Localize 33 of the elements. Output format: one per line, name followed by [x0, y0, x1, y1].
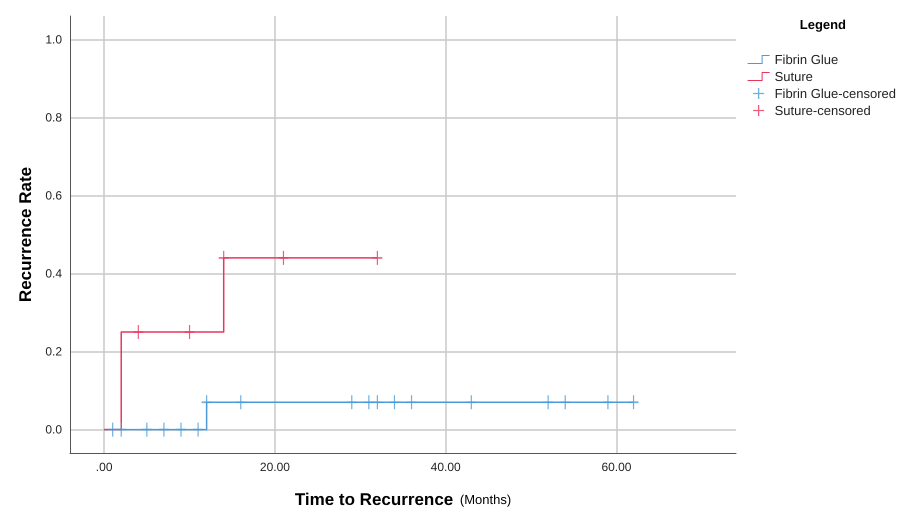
point — [372, 250, 382, 265]
legend-label: Suture — [774, 69, 813, 84]
point — [193, 422, 204, 437]
point — [236, 395, 246, 410]
point — [346, 395, 357, 410]
point — [142, 422, 152, 437]
x-tick-label: 60.00 — [601, 460, 632, 474]
x-tick-label: 20.00 — [260, 460, 290, 474]
y-axis-title: Recurrence Rate — [16, 166, 35, 302]
legend-label: Suture-censored — [774, 103, 871, 118]
point — [133, 325, 144, 340]
point — [364, 395, 374, 410]
x-tick-label: .00 — [96, 460, 113, 474]
point — [543, 395, 554, 410]
y-tick-label: 1.0 — [45, 32, 62, 46]
point — [184, 325, 195, 340]
y-tick-label: 0.0 — [45, 422, 62, 437]
point — [108, 422, 118, 437]
legend-title: Legend — [800, 17, 846, 32]
y-tick-label: 0.2 — [45, 344, 62, 359]
legend-label: Fibrin Glue-censored — [774, 86, 896, 101]
y-tick-label: 0.6 — [45, 188, 62, 202]
x-tick-label: 40.00 — [430, 460, 462, 474]
point — [158, 422, 169, 437]
x-axis-title: Time to Recurrence (Months) — [294, 490, 512, 509]
point — [116, 422, 126, 437]
point — [218, 250, 229, 265]
point — [278, 250, 288, 265]
point — [560, 395, 570, 410]
legend-label: Fibrin Glue — [774, 52, 838, 67]
point — [466, 395, 476, 410]
y-tick-label: 0.4 — [45, 266, 62, 281]
y-tick-label: 0.8 — [45, 110, 62, 124]
